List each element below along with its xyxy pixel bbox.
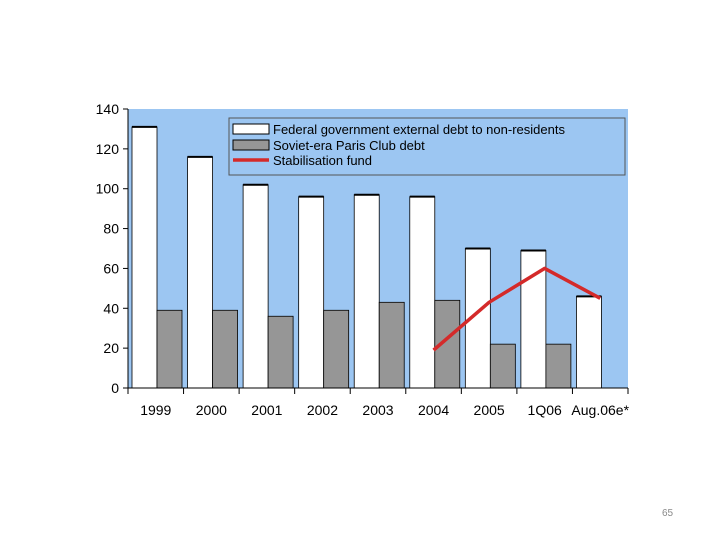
x-tick-label: 2002 [307,402,338,418]
y-tick-label: 140 [96,101,120,117]
x-tick-label: 2001 [251,402,282,418]
paris-club-bar [545,343,572,389]
legend: Federal government external debt to non-… [228,117,626,176]
federal-debt-bar [187,156,213,389]
x-tick-label: 2004 [418,402,449,418]
y-tick-label: 120 [96,141,120,157]
legend-stabilisation-label: Stabilisation fund [273,153,372,168]
paris-club-bar [212,309,238,389]
federal-debt-bar [409,196,436,389]
y-tick-label: 20 [103,340,119,356]
y-tick-label: 80 [103,221,119,237]
y-tick-label: 0 [111,380,119,396]
x-tick-label: 1999 [140,402,171,418]
legend-box [228,117,626,176]
legend-federal-swatch [232,123,270,135]
page-number: 65 [662,508,674,519]
paris-club-bar [378,301,405,389]
federal-debt-bar [576,295,602,389]
legend-paris-swatch [232,139,270,151]
paris-club-bar [156,309,183,389]
federal-debt-bar [298,196,325,389]
y-tick-label: 40 [103,300,119,316]
federal-debt-bar [353,194,380,389]
x-tick-label: 1Q06 [528,402,562,418]
paris-club-bar [489,343,516,389]
paris-club-bar [323,309,350,389]
legend-federal-label: Federal government external debt to non-… [273,122,565,137]
y-tick-label: 100 [96,181,120,197]
federal-debt-bar [464,248,491,389]
x-tick-label: Aug.06e* [571,402,629,418]
y-tick-label: 60 [103,260,119,276]
x-tick-label: 2003 [362,402,393,418]
federal-debt-bar [242,184,269,389]
paris-club-bar [267,315,294,389]
x-tick-label: 2000 [196,402,227,418]
legend-paris-label: Soviet-era Paris Club debt [273,138,425,153]
x-tick-label: 2005 [474,402,505,418]
stabilisation-fund-line [432,266,602,352]
federal-debt-bar [131,126,158,389]
